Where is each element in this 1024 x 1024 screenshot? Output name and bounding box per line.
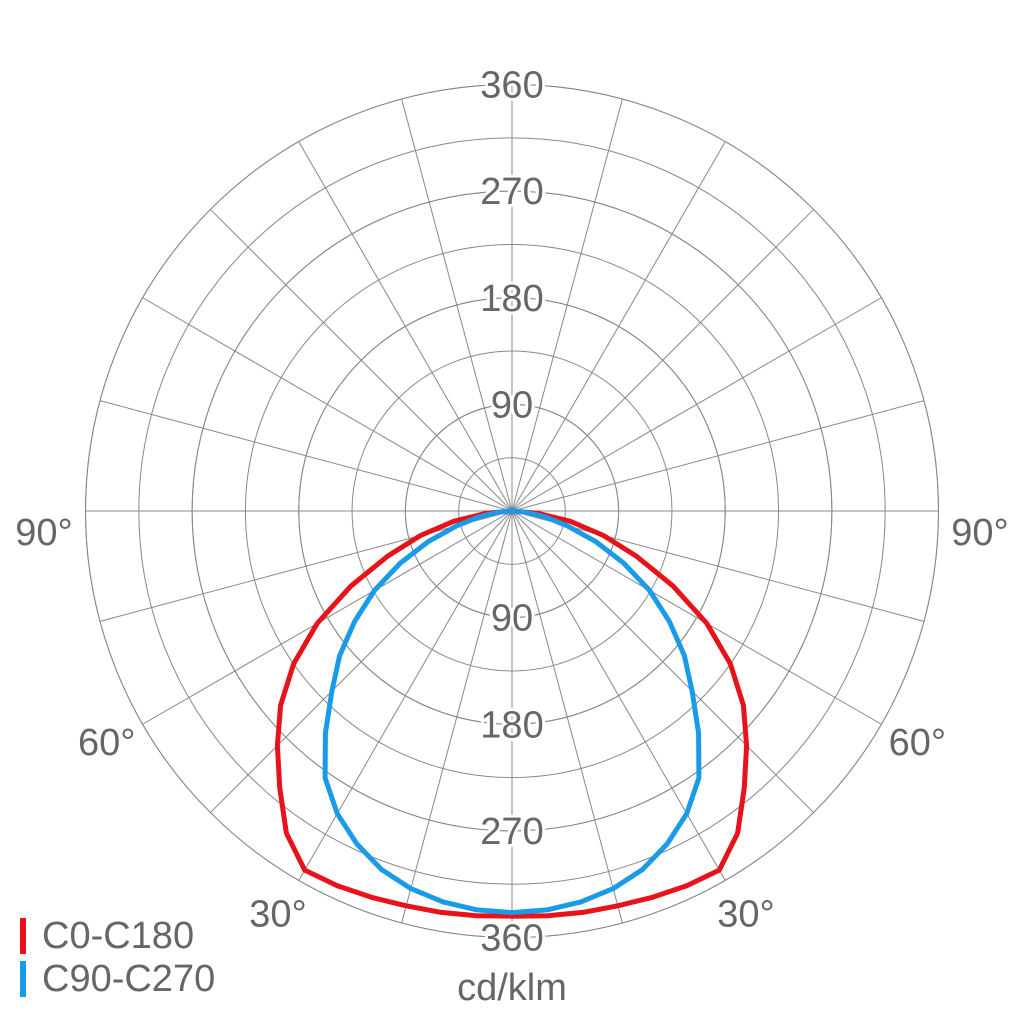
legend-swatch [20,961,26,997]
r-tick-label: 180 [480,704,543,746]
series-curve [511,508,750,919]
r-tick-label: 270 [480,171,543,213]
series-curve [274,508,513,919]
angle-tick-label: 90° [951,512,1008,554]
r-tick-label: 360 [480,65,543,107]
series-curve [511,508,702,916]
r-tick-label: 360 [480,918,543,960]
r-tick-label: 90 [491,598,533,640]
r-tick-label: 180 [480,278,543,320]
angle-tick-label: 30° [717,893,774,935]
legend-label: C90-C270 [42,958,215,1000]
legend-label: C0-C180 [42,915,194,957]
r-tick-label: 90 [491,384,533,426]
r-tick-label: 270 [480,811,543,853]
series-curve [322,508,513,916]
angle-tick-label: 90° [15,512,72,554]
angle-tick-label: 60° [78,722,135,764]
legend-swatch [20,918,26,954]
angle-tick-label: 60° [889,722,946,764]
unit-label: cd/klm [457,967,567,1009]
angle-tick-label: 30° [249,893,306,935]
